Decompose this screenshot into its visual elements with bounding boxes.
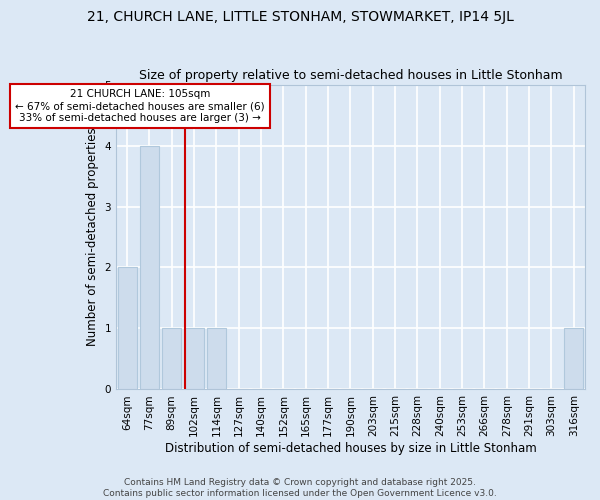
Title: Size of property relative to semi-detached houses in Little Stonham: Size of property relative to semi-detach… xyxy=(139,69,562,82)
Text: 21 CHURCH LANE: 105sqm
← 67% of semi-detached houses are smaller (6)
33% of semi: 21 CHURCH LANE: 105sqm ← 67% of semi-det… xyxy=(15,90,265,122)
Bar xyxy=(140,146,159,390)
Bar xyxy=(207,328,226,390)
Text: 21, CHURCH LANE, LITTLE STONHAM, STOWMARKET, IP14 5JL: 21, CHURCH LANE, LITTLE STONHAM, STOWMAR… xyxy=(86,10,514,24)
Bar xyxy=(118,268,137,390)
Bar xyxy=(565,328,583,390)
Y-axis label: Number of semi-detached properties: Number of semi-detached properties xyxy=(86,128,99,346)
Text: Contains HM Land Registry data © Crown copyright and database right 2025.
Contai: Contains HM Land Registry data © Crown c… xyxy=(103,478,497,498)
Bar xyxy=(185,328,203,390)
X-axis label: Distribution of semi-detached houses by size in Little Stonham: Distribution of semi-detached houses by … xyxy=(164,442,536,455)
Bar xyxy=(162,328,181,390)
